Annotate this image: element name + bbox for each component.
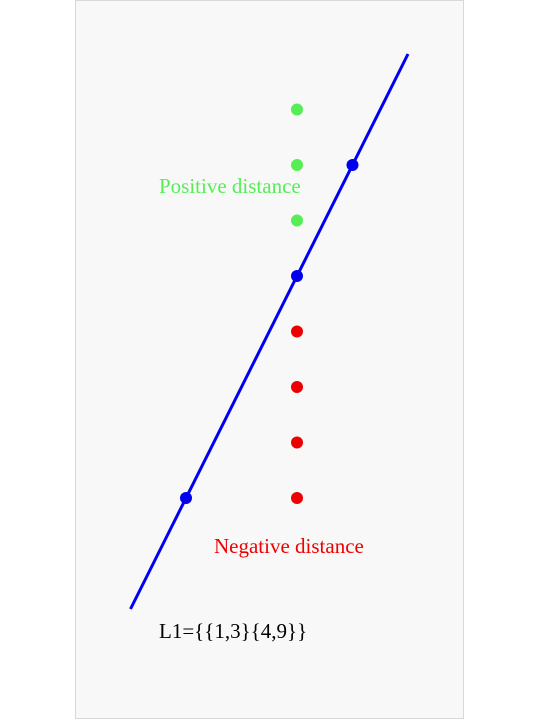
- negative-point-2: [291, 436, 303, 449]
- negative-distance-label: Negative distance: [214, 534, 364, 558]
- line-point-3-7: [291, 270, 303, 282]
- positive-point-1: [291, 214, 303, 227]
- line-point-1-3: [180, 492, 192, 504]
- positive-point-2: [291, 159, 303, 171]
- line-points: [180, 159, 359, 504]
- line-L1: [129, 53, 410, 610]
- positive-distance-label: Positive distance: [159, 174, 301, 198]
- negative-point-3: [291, 381, 303, 393]
- negative-point-4: [291, 325, 303, 338]
- line-equation-label: L1={{1,3}{4,9}}: [159, 619, 307, 643]
- negative-point-1: [291, 492, 303, 504]
- diagram-panel: [75, 0, 464, 719]
- negative-points: [291, 325, 303, 504]
- positive-point-3: [291, 103, 303, 116]
- positive-points: [291, 103, 303, 227]
- line-point-4-9: [346, 159, 359, 171]
